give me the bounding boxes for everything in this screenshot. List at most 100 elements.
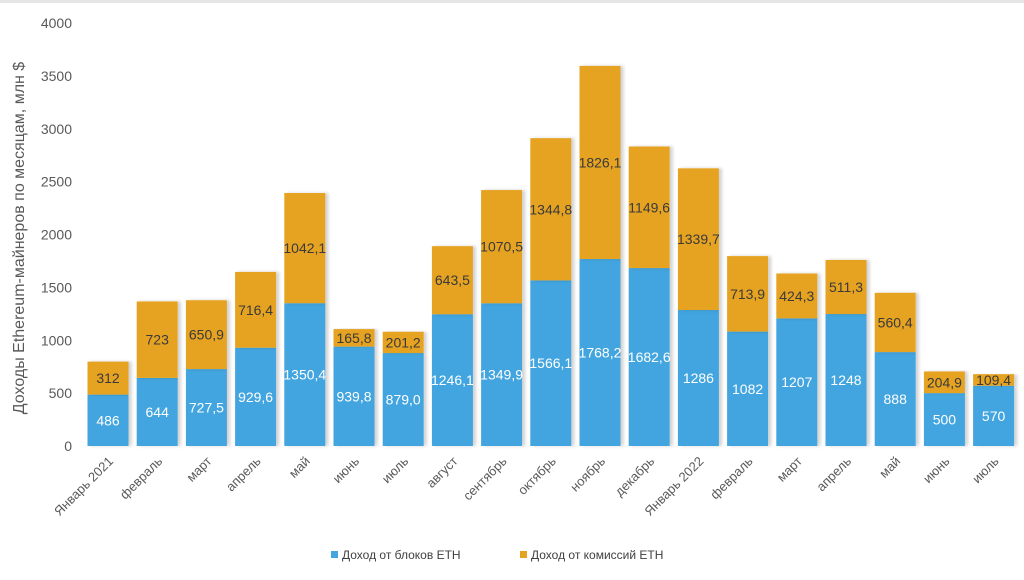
bar-fee-revenue <box>727 256 769 332</box>
legend: Доход от блоков ETH Доход от комиссий ET… <box>331 548 663 562</box>
y-tick-label: 3500 <box>41 68 72 84</box>
data-label-fee-revenue: 716,4 <box>238 302 273 318</box>
y-tick-label: 4000 <box>41 15 72 31</box>
x-tick-label: май <box>286 454 313 481</box>
y-tick-label: 1500 <box>41 279 72 295</box>
bar-block-revenue <box>727 331 769 446</box>
bar-fee-revenue <box>136 301 178 378</box>
bar-block-revenue <box>333 346 375 446</box>
bar-block-revenue <box>874 352 916 446</box>
x-tick-label: август <box>423 453 460 490</box>
x-tick-label: май <box>876 454 903 481</box>
bar-block-revenue <box>235 347 277 446</box>
bar-block-revenue <box>87 394 129 446</box>
data-label-block-revenue: 888 <box>884 391 908 407</box>
data-label-fee-revenue: 713,9 <box>730 286 765 302</box>
data-label-fee-revenue: 723 <box>146 332 170 348</box>
legend-label-fees: Доход от комиссий ETH <box>531 548 663 562</box>
bar-fee-revenue <box>431 246 473 315</box>
data-label-fee-revenue: 1149,6 <box>628 199 670 215</box>
data-label-block-revenue: 1350,4 <box>283 367 326 383</box>
bar-fee-revenue <box>481 190 523 304</box>
data-label-block-revenue: 929,6 <box>238 389 273 405</box>
bar-block-revenue <box>628 268 670 446</box>
bar-fee-revenue <box>579 65 621 260</box>
data-label-fee-revenue: 560,4 <box>878 314 913 330</box>
data-label-fee-revenue: 424,3 <box>779 288 814 304</box>
y-tick-label: 3000 <box>41 121 72 137</box>
data-label-block-revenue: 1207 <box>781 374 812 390</box>
y-tick-label: 2500 <box>41 174 72 190</box>
stacked-bar-chart: Доходы Ethereum-майнеров по месяцам, млн… <box>11 15 1015 562</box>
x-tick-label: сентябрь <box>460 453 510 503</box>
data-label-fee-revenue: 204,9 <box>927 374 962 390</box>
data-label-fee-revenue: 511,3 <box>829 279 863 295</box>
bar-fee-revenue <box>185 300 227 370</box>
x-tick-label: июнь <box>920 453 953 486</box>
x-tick-label: декабрь <box>612 453 658 499</box>
x-tick-label: июль <box>969 453 1002 486</box>
data-label-block-revenue: 879,0 <box>386 392 421 408</box>
data-label-block-revenue: 1246,1 <box>431 372 474 388</box>
x-tick-label: март <box>183 453 214 484</box>
bar-block-revenue <box>284 303 326 446</box>
data-label-fee-revenue: 643,5 <box>435 272 470 288</box>
data-label-block-revenue: 1248 <box>830 372 861 388</box>
bar-block-revenue <box>185 369 227 446</box>
data-label-fee-revenue: 312 <box>96 370 120 386</box>
bar-block-revenue <box>579 259 621 446</box>
bar-fee-revenue <box>628 146 670 269</box>
data-label-fee-revenue: 109,4 <box>976 372 1011 388</box>
data-label-block-revenue: 727,5 <box>189 400 224 416</box>
y-axis-label: Доходы Ethereum-майнеров по месяцам, млн… <box>11 62 28 415</box>
data-label-fee-revenue: 1042,1 <box>283 240 326 256</box>
bar-fee-revenue <box>382 331 424 354</box>
legend-swatch-blocks <box>331 551 338 558</box>
data-label-block-revenue: 644 <box>146 404 170 420</box>
bar-block-revenue <box>923 393 965 446</box>
data-label-block-revenue: 1768,2 <box>579 345 622 361</box>
x-tick-label: ноябрь <box>567 453 608 494</box>
data-label-block-revenue: 1082 <box>732 381 763 397</box>
x-tick-label: февраль <box>117 453 166 502</box>
data-label-block-revenue: 939,8 <box>336 388 371 404</box>
bar-block-revenue <box>776 318 818 446</box>
bar-block-revenue <box>677 310 719 446</box>
data-label-fee-revenue: 1826,1 <box>579 154 622 170</box>
legend-label-blocks: Доход от блоков ETH <box>342 548 461 562</box>
bar-fee-revenue <box>333 329 375 347</box>
data-label-fee-revenue: 1339,7 <box>677 231 720 247</box>
bar-fee-revenue <box>825 259 867 315</box>
bar-block-revenue <box>136 377 178 446</box>
bar-block-revenue <box>825 314 867 446</box>
y-tick-label: 2000 <box>41 227 72 243</box>
x-tick-label: июль <box>379 453 412 486</box>
bar-fee-revenue <box>284 192 326 304</box>
bar-fee-revenue <box>874 292 916 353</box>
bar-fee-revenue <box>677 168 719 311</box>
data-label-fee-revenue: 650,9 <box>189 327 224 343</box>
bar-fee-revenue <box>530 138 572 281</box>
bar-fee-revenue <box>235 271 277 348</box>
data-label-block-revenue: 500 <box>933 412 957 428</box>
data-label-fee-revenue: 201,2 <box>386 334 421 350</box>
data-label-block-revenue: 1682,6 <box>628 349 671 365</box>
y-tick-label: 1000 <box>41 332 72 348</box>
data-label-block-revenue: 570 <box>982 408 1006 424</box>
x-tick-label: октябрь <box>515 453 559 497</box>
bar-fee-revenue <box>776 273 818 319</box>
bar-block-revenue <box>973 385 1015 446</box>
data-label-fee-revenue: 165,8 <box>336 330 371 346</box>
y-tick-label: 500 <box>49 385 73 401</box>
bar-fee-revenue <box>923 371 965 394</box>
bar-block-revenue <box>431 314 473 446</box>
data-label-block-revenue: 1286 <box>683 370 714 386</box>
bar-block-revenue <box>481 303 523 446</box>
x-tick-label: июнь <box>330 453 363 486</box>
y-tick-label: 0 <box>64 438 72 454</box>
data-label-fee-revenue: 1344,8 <box>529 201 572 217</box>
legend-swatch-fees <box>520 551 527 558</box>
x-tick-label: апрель <box>223 453 264 494</box>
x-tick-label: апрель <box>813 453 854 494</box>
